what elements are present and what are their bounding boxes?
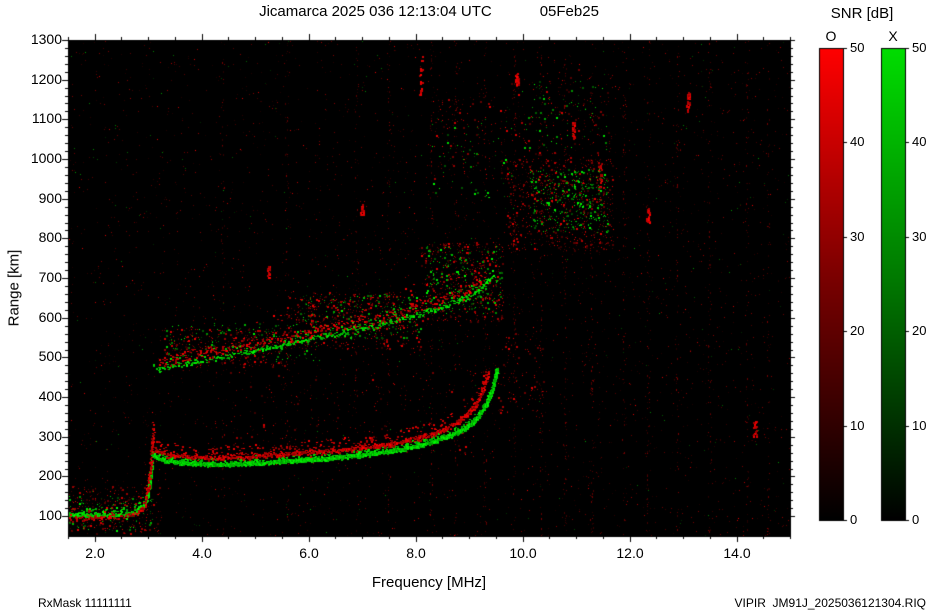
colorbar-tick-label: 20	[912, 323, 927, 338]
colorbar-tick-label: 10	[850, 418, 865, 433]
colorbar-tick-label: 10	[912, 418, 927, 433]
y-tick-label: 800	[38, 229, 62, 245]
y-tick-label: 500	[38, 348, 62, 364]
x-axis-title: Frequency [MHz]	[371, 574, 487, 591]
y-tick-label: 1200	[30, 71, 62, 87]
x-tick-label: 4.0	[192, 545, 212, 561]
chart-date: 05Feb25	[539, 3, 599, 20]
colorbar-tick-label: 50	[912, 40, 927, 55]
x-tick-label: 8.0	[406, 545, 426, 561]
colorbar-tick-label: 0	[850, 512, 858, 527]
x-tick-label: 14.0	[723, 545, 751, 561]
x-tick-label: 12.0	[616, 545, 644, 561]
y-tick-label: 700	[38, 269, 62, 285]
chart-title-row: Jicamarca 2025 036 12:13:04 UTC 05Feb25	[68, 3, 790, 20]
y-tick-label: 1100	[31, 110, 62, 126]
rxmask-label: RxMask 11111111	[38, 596, 132, 610]
colorbar-tick-label: 40	[912, 134, 927, 149]
y-tick-label: 300	[38, 428, 62, 444]
chart-title: Jicamarca 2025 036 12:13:04 UTC	[259, 3, 492, 20]
o-mode-colorbar-label: O	[825, 28, 837, 44]
colorbar-tick-label: 30	[912, 229, 927, 244]
colorbar-tick-label: 40	[850, 134, 865, 149]
x-tick-label: 6.0	[299, 545, 319, 561]
colorbar-tick-label: 50	[850, 40, 865, 55]
x-mode-colorbar-label: X	[888, 28, 898, 44]
y-tick-label: 400	[38, 388, 62, 404]
colorbar-tick-label: 30	[850, 229, 865, 244]
x-tick-label: 10.0	[509, 545, 537, 561]
y-tick-label: 200	[38, 467, 62, 483]
snr-colorbar-title: SNR [dB]	[830, 5, 894, 22]
colorbar-tick-label: 20	[850, 323, 865, 338]
file-name-label: VIPIR JM91J_2025036121304.RIQ	[734, 596, 926, 610]
colorbar-tick-label: 0	[912, 512, 920, 527]
y-tick-label: 600	[38, 309, 62, 325]
y-tick-label: 900	[38, 190, 62, 206]
y-tick-label: 1300	[30, 31, 62, 47]
x-tick-label: 2.0	[85, 545, 105, 561]
y-tick-label: 1000	[30, 150, 62, 166]
y-tick-label: 100	[38, 507, 62, 523]
